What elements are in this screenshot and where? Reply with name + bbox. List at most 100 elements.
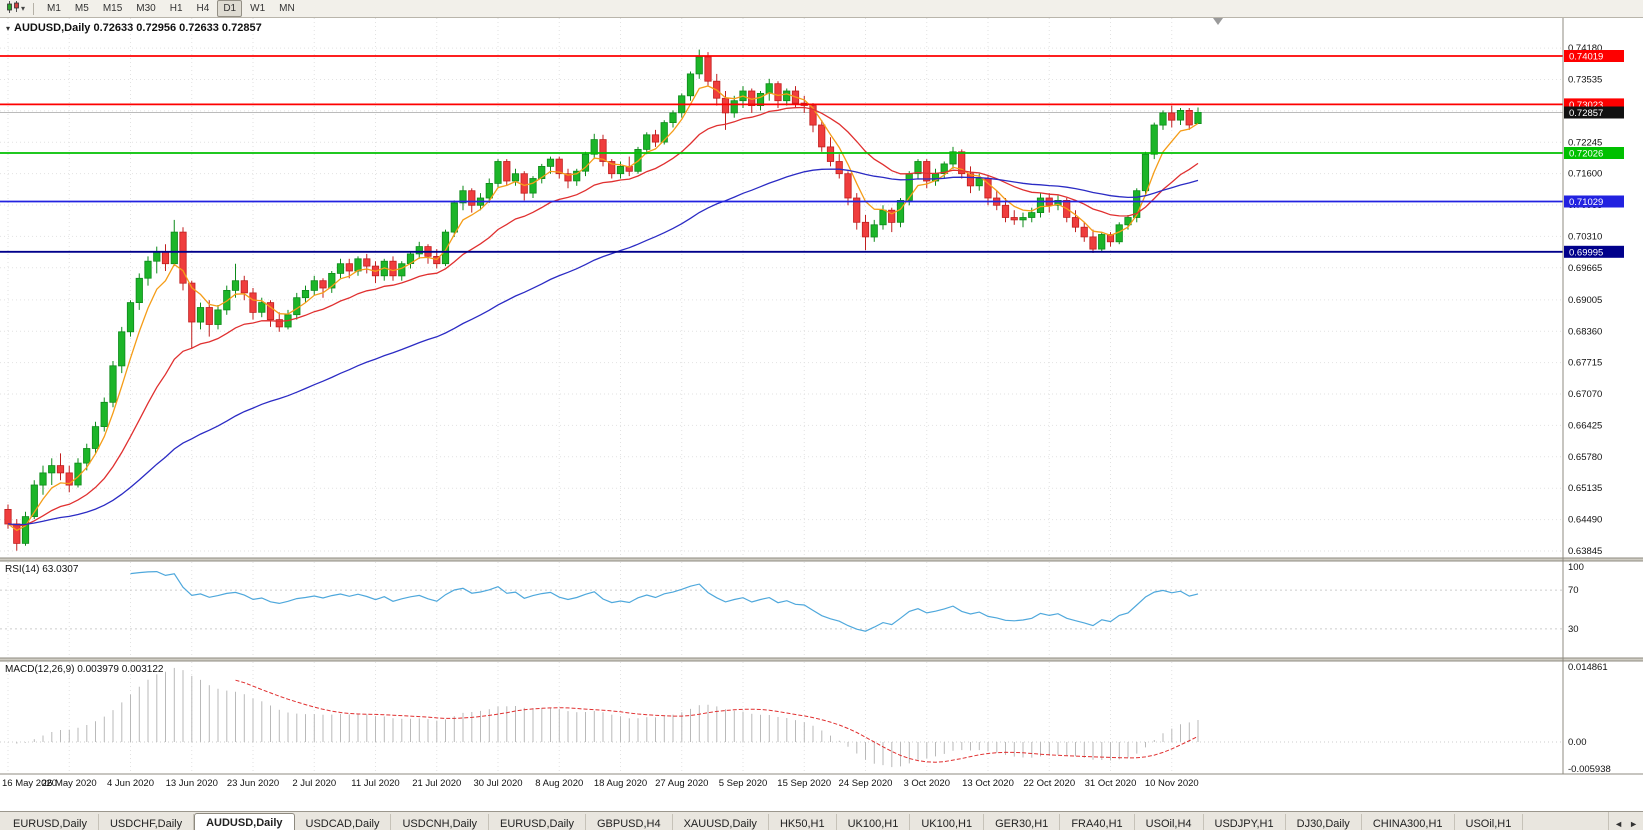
tab-usdcnh-daily[interactable]: USDCNH,Daily: [391, 814, 490, 830]
tab-xauusd-daily[interactable]: XAUUSD,Daily: [673, 814, 769, 830]
tab-ger30-h1[interactable]: GER30,H1: [984, 814, 1061, 830]
svg-text:15 Sep 2020: 15 Sep 2020: [777, 778, 831, 789]
svg-text:0.72245: 0.72245: [1568, 137, 1602, 148]
svg-text:13 Oct 2020: 13 Oct 2020: [962, 778, 1014, 789]
svg-text:10 Nov 2020: 10 Nov 2020: [1145, 778, 1199, 789]
svg-text:0.71029: 0.71029: [1569, 197, 1603, 208]
svg-text:24 Sep 2020: 24 Sep 2020: [839, 778, 893, 789]
svg-text:21 Jul 2020: 21 Jul 2020: [412, 778, 461, 789]
tab-usdchf-daily[interactable]: USDCHF,Daily: [99, 814, 195, 830]
svg-text:0.00: 0.00: [1568, 737, 1587, 748]
svg-text:27 Aug 2020: 27 Aug 2020: [655, 778, 708, 789]
slow-ma-line: [7, 168, 1199, 526]
moving-averages: [7, 85, 1199, 532]
timeframe-buttons: M1 M5 M15 M30 H1 H4 D1 W1 MN: [40, 0, 302, 17]
svg-text:30 Jul 2020: 30 Jul 2020: [473, 778, 522, 789]
svg-text:0.70310: 0.70310: [1568, 231, 1602, 242]
svg-text:16 May 2020: 16 May 2020: [2, 778, 57, 789]
svg-text:0.69005: 0.69005: [1568, 295, 1602, 306]
horizontal-lines[interactable]: [0, 55, 1563, 253]
svg-text:0.73535: 0.73535: [1568, 75, 1602, 86]
tabs-scroll-right-button[interactable]: ►: [1629, 819, 1638, 829]
timeframe-button-d1[interactable]: D1: [217, 0, 243, 17]
chart-type-button[interactable]: ▾: [4, 0, 27, 18]
rsi-line: [130, 570, 1199, 632]
svg-text:30: 30: [1568, 624, 1579, 635]
pane-separators[interactable]: [0, 557, 1643, 775]
svg-text:11 Jul 2020: 11 Jul 2020: [351, 778, 399, 789]
tab-eurusd-daily[interactable]: EURUSD,Daily: [489, 814, 586, 830]
svg-text:0.66425: 0.66425: [1568, 420, 1602, 431]
svg-text:23 Jun 2020: 23 Jun 2020: [227, 778, 279, 789]
rsi-indicator-label: RSI(14) 63.0307: [5, 564, 79, 575]
macd-signal-line: [235, 679, 1199, 763]
tab-audusd-daily[interactable]: AUDUSD,Daily: [194, 813, 295, 830]
svg-text:0.68360: 0.68360: [1568, 326, 1602, 337]
tabs-scroll-buttons: ◄ ►: [1608, 812, 1643, 830]
svg-text:18 Aug 2020: 18 Aug 2020: [594, 778, 647, 789]
tab-uk100-h1[interactable]: UK100,H1: [837, 814, 911, 830]
svg-text:70: 70: [1568, 585, 1579, 596]
macd-pane: [0, 667, 1563, 768]
tab-usoil-h4[interactable]: USOil,H4: [1135, 814, 1204, 830]
timeframe-button-m30[interactable]: M30: [136, 3, 156, 14]
chart-symbol-ohlc-label: ▾ AUDUSD,Daily 0.72633 0.72956 0.72633 0…: [6, 22, 262, 34]
ohlc-collapse-arrow[interactable]: ▾: [6, 23, 11, 33]
mid-ma-line: [7, 106, 1199, 527]
tab-uk100-h1[interactable]: UK100,H1: [910, 814, 985, 830]
svg-text:22 Oct 2020: 22 Oct 2020: [1023, 778, 1075, 789]
svg-text:0.71600: 0.71600: [1568, 169, 1602, 180]
chart-shift-marker[interactable]: [1213, 18, 1223, 25]
svg-text:31 Oct 2020: 31 Oct 2020: [1085, 778, 1137, 789]
svg-text:0.69665: 0.69665: [1568, 263, 1602, 274]
svg-text:-0.005938: -0.005938: [1568, 764, 1611, 775]
timeframe-button-m5[interactable]: M5: [74, 3, 89, 14]
svg-text:0.63845: 0.63845: [1568, 546, 1602, 557]
svg-text:2 Jul 2020: 2 Jul 2020: [292, 778, 336, 789]
svg-text:0.74180: 0.74180: [1568, 43, 1602, 54]
svg-text:13 Jun 2020: 13 Jun 2020: [166, 778, 218, 789]
tab-fra40-h1[interactable]: FRA40,H1: [1060, 814, 1135, 830]
tab-eurusd-daily[interactable]: EURUSD,Daily: [2, 814, 99, 830]
toolbar-separator: [33, 2, 35, 15]
svg-text:0.69995: 0.69995: [1569, 247, 1603, 258]
timeframe-button-h4[interactable]: H4: [196, 3, 210, 14]
svg-text:0.014861: 0.014861: [1568, 662, 1608, 673]
tab-usdjpy-h1[interactable]: USDJPY,H1: [1204, 814, 1286, 830]
tabs-scroll-left-button[interactable]: ◄: [1614, 819, 1624, 829]
svg-text:0.67070: 0.67070: [1568, 389, 1602, 400]
timeframe-button-m15[interactable]: M15: [102, 3, 123, 14]
chart-tabs-bar: EURUSD,Daily USDCHF,Daily AUDUSD,Daily USDC…: [0, 811, 1643, 830]
svg-text:8 Aug 2020: 8 Aug 2020: [535, 778, 583, 789]
timeframe-button-mn[interactable]: MN: [279, 3, 295, 14]
svg-text:0.64490: 0.64490: [1568, 515, 1602, 526]
tab-gbpusd-h4[interactable]: GBPUSD,H4: [586, 814, 673, 830]
fast-ma-line: [7, 85, 1199, 532]
svg-text:0.72026: 0.72026: [1569, 149, 1603, 160]
svg-text:0.72857: 0.72857: [1569, 108, 1603, 119]
svg-text:4 Jun 2020: 4 Jun 2020: [107, 778, 154, 789]
tab-china300-h1[interactable]: CHINA300,H1: [1362, 814, 1455, 830]
candlestick-chart-icon: [6, 0, 20, 18]
timeframe-button-h1[interactable]: H1: [169, 3, 183, 14]
timeframe-button-w1[interactable]: W1: [250, 3, 266, 14]
svg-text:26 May 2020: 26 May 2020: [42, 778, 97, 789]
svg-text:0.67715: 0.67715: [1568, 358, 1602, 369]
chart-type-dropdown-arrow[interactable]: ▾: [21, 3, 26, 13]
chart-area[interactable]: 0.741800.735350.728900.722450.716000.709…: [0, 18, 1643, 811]
tab-usdcad-daily[interactable]: USDCAD,Daily: [295, 814, 392, 830]
ohlc-text: AUDUSD,Daily 0.72633 0.72956 0.72633 0.7…: [14, 22, 262, 34]
tab-hk50-h1[interactable]: HK50,H1: [769, 814, 837, 830]
timeframe-button-m1[interactable]: M1: [47, 3, 61, 14]
timeframe-toolbar: ▾ M1 M5 M15 M30 H1 H4 D1 W1 MN: [0, 0, 1643, 18]
svg-text:0.65135: 0.65135: [1568, 483, 1602, 494]
symbol-tabs: EURUSD,Daily USDCHF,Daily AUDUSD,Daily USDC…: [0, 812, 1643, 830]
tab-usoil-h1[interactable]: USOil,H1: [1455, 814, 1524, 830]
tab-dj30-daily[interactable]: DJ30,Daily: [1286, 814, 1362, 830]
rsi-pane: [0, 570, 1563, 632]
price-chart-canvas[interactable]: 0.741800.735350.728900.722450.716000.709…: [0, 18, 1643, 806]
macd-histogram: [16, 667, 1199, 768]
svg-text:0.73023: 0.73023: [1569, 100, 1603, 111]
axes: 0.741800.735350.728900.722450.716000.709…: [2, 18, 1611, 789]
